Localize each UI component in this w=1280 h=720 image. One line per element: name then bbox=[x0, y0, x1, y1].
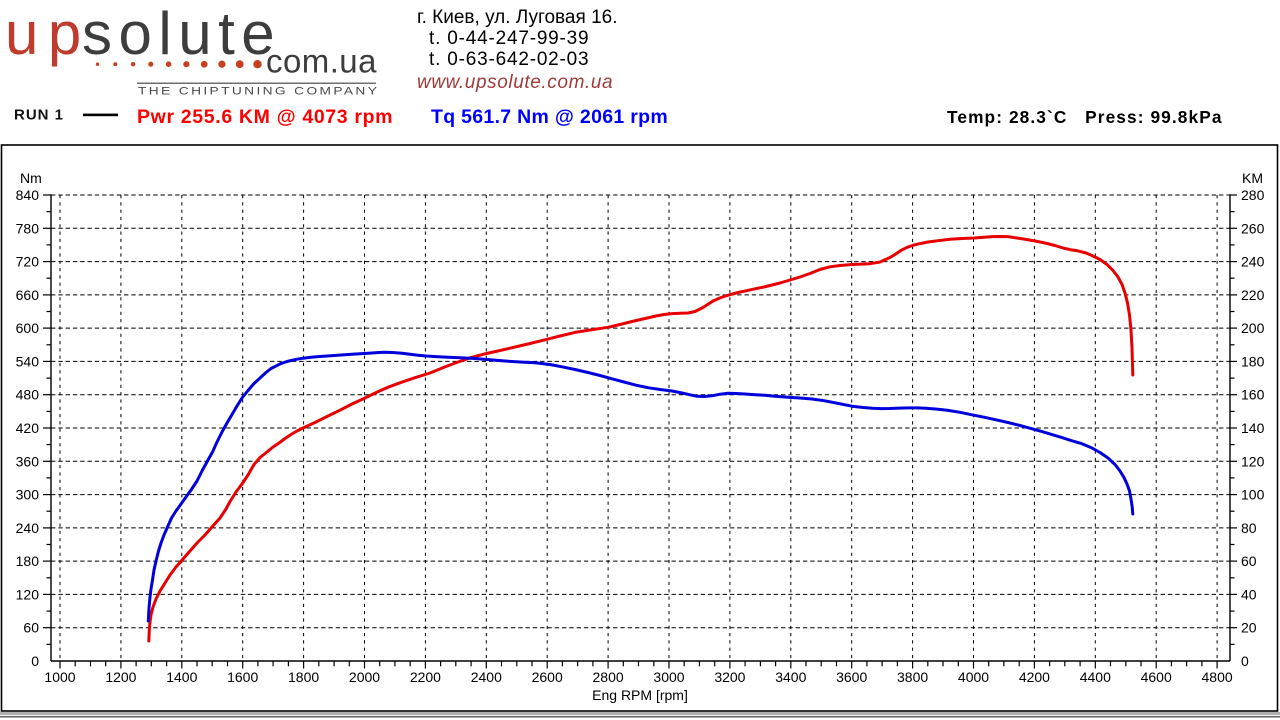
svg-text:600: 600 bbox=[16, 320, 40, 336]
svg-text:1400: 1400 bbox=[166, 669, 197, 685]
svg-text:Pwr 255.6 KM @ 4073 rpm: Pwr 255.6 KM @ 4073 rpm bbox=[137, 106, 393, 128]
svg-text:t. 0-63-642-02-03: t. 0-63-642-02-03 bbox=[429, 49, 589, 70]
svg-text:780: 780 bbox=[16, 220, 40, 236]
svg-text:160: 160 bbox=[1241, 387, 1265, 403]
svg-text:up: up bbox=[5, 0, 91, 67]
svg-text:4800: 4800 bbox=[1202, 669, 1233, 685]
svg-text:THE CHIPTUNING COMPANY: THE CHIPTUNING COMPANY bbox=[138, 85, 379, 97]
svg-text:260: 260 bbox=[1241, 220, 1265, 236]
svg-text:140: 140 bbox=[1241, 420, 1265, 436]
svg-text:60: 60 bbox=[23, 620, 39, 636]
svg-text:80: 80 bbox=[1241, 520, 1257, 536]
svg-text:Tq 561.7 Nm @ 2061 rpm: Tq 561.7 Nm @ 2061 rpm bbox=[431, 106, 668, 128]
svg-text:240: 240 bbox=[16, 520, 40, 536]
svg-text:2600: 2600 bbox=[532, 669, 563, 685]
svg-text:480: 480 bbox=[16, 387, 40, 403]
svg-text:40: 40 bbox=[1241, 586, 1257, 602]
svg-text:660: 660 bbox=[16, 287, 40, 303]
svg-text:4400: 4400 bbox=[1080, 669, 1111, 685]
svg-text:Nm: Nm bbox=[20, 170, 42, 186]
svg-text:www.upsolute.com.ua: www.upsolute.com.ua bbox=[417, 72, 613, 93]
svg-text:180: 180 bbox=[1241, 353, 1265, 369]
svg-text:3600: 3600 bbox=[836, 669, 867, 685]
svg-text:420: 420 bbox=[16, 420, 40, 436]
svg-text:0: 0 bbox=[31, 653, 39, 669]
svg-text:720: 720 bbox=[16, 254, 40, 270]
svg-text:2400: 2400 bbox=[471, 669, 502, 685]
svg-text:1000: 1000 bbox=[44, 669, 75, 685]
svg-text:360: 360 bbox=[16, 453, 40, 469]
svg-text:540: 540 bbox=[16, 353, 40, 369]
svg-text:3400: 3400 bbox=[775, 669, 806, 685]
svg-text:3000: 3000 bbox=[653, 669, 684, 685]
svg-text:0: 0 bbox=[1241, 653, 1249, 669]
svg-text:1800: 1800 bbox=[288, 669, 319, 685]
svg-text:840: 840 bbox=[16, 187, 40, 203]
svg-text:100: 100 bbox=[1241, 487, 1265, 503]
svg-text:г. Киев, ул. Луговая 16.: г. Киев, ул. Луговая 16. bbox=[417, 7, 617, 28]
svg-text:3200: 3200 bbox=[714, 669, 745, 685]
svg-text:4200: 4200 bbox=[1019, 669, 1050, 685]
svg-text:RUN 1: RUN 1 bbox=[14, 107, 64, 124]
svg-text:t. 0-44-247-99-39: t. 0-44-247-99-39 bbox=[429, 28, 589, 49]
svg-text:1200: 1200 bbox=[105, 669, 136, 685]
svg-text:1600: 1600 bbox=[227, 669, 258, 685]
svg-text:solute: solute bbox=[82, 0, 281, 67]
svg-text:280: 280 bbox=[1241, 187, 1265, 203]
svg-text:180: 180 bbox=[16, 553, 40, 569]
svg-text:4000: 4000 bbox=[958, 669, 989, 685]
svg-text:KM: KM bbox=[1242, 170, 1263, 186]
svg-text:220: 220 bbox=[1241, 287, 1265, 303]
svg-text:3800: 3800 bbox=[897, 669, 928, 685]
svg-text:240: 240 bbox=[1241, 254, 1265, 270]
svg-text:2200: 2200 bbox=[410, 669, 441, 685]
svg-text:120: 120 bbox=[16, 586, 40, 602]
svg-text:20: 20 bbox=[1241, 620, 1257, 636]
svg-text:120: 120 bbox=[1241, 453, 1265, 469]
svg-text:60: 60 bbox=[1241, 553, 1257, 569]
svg-text:200: 200 bbox=[1241, 320, 1265, 336]
svg-text:Eng RPM [rpm]: Eng RPM [rpm] bbox=[592, 687, 688, 703]
svg-text:300: 300 bbox=[16, 487, 40, 503]
svg-text:4600: 4600 bbox=[1141, 669, 1172, 685]
svg-text:2000: 2000 bbox=[349, 669, 380, 685]
svg-text:com.ua: com.ua bbox=[266, 43, 377, 80]
svg-text:Temp: 28.3`C Press: 99.8kPa: Temp: 28.3`C Press: 99.8kPa bbox=[947, 107, 1223, 127]
svg-text:2800: 2800 bbox=[593, 669, 624, 685]
